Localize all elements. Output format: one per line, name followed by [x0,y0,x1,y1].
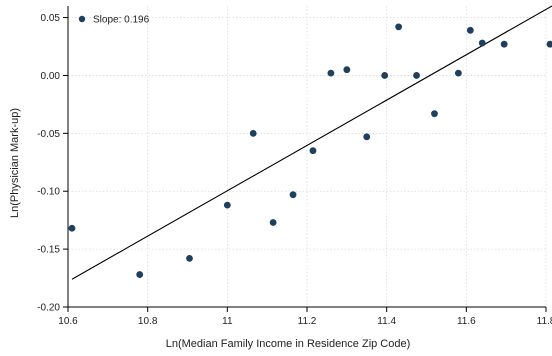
x-tick-label: 11.4 [377,316,396,327]
data-point [186,254,193,262]
data-point [546,40,552,48]
y-tick-label: -0.20 [37,303,60,314]
data-point [289,191,297,199]
legend: Slope: 0.196 [78,15,150,26]
data-point [343,66,351,74]
data-point [363,133,371,141]
data-point [478,39,486,47]
x-tick-label: 11 [222,316,233,327]
y-tick-label: -0.05 [37,129,60,140]
data-point [395,23,403,31]
data-point [327,69,335,77]
legend-label: Slope: 0.196 [93,15,150,26]
x-tick-label: 11.6 [457,316,476,327]
y-tick-label: 0.00 [41,71,61,82]
x-tick-label: 10.8 [138,316,158,327]
data-point [413,72,420,79]
y-tick-label: 0.05 [41,13,61,24]
y-tick-label: -0.10 [37,187,60,198]
data-point [381,72,389,79]
legend-marker [78,15,86,23]
axes: Ln(Median Family Income in Residence Zip… [9,6,552,350]
regression-line [71,5,552,280]
x-tick-label: 11.2 [298,316,317,327]
x-axis-label: Ln(Median Family Income in Residence Zip… [166,338,411,350]
regression-line-group [71,5,552,280]
data-point [249,129,257,137]
data-point [431,110,438,118]
data-point [500,40,508,48]
y-axis-label: Ln(Physician Mark-up) [9,108,21,218]
data-point [269,219,277,226]
data-point [223,201,231,209]
data-points [68,23,552,278]
x-tick-label: 11.8 [537,316,552,327]
data-point [454,69,462,77]
y-tick-label: -0.15 [37,245,60,256]
data-point [68,224,76,232]
x-tick-label: 10.6 [58,316,78,327]
data-point [466,26,474,34]
data-point [136,271,144,278]
data-point [309,147,317,155]
